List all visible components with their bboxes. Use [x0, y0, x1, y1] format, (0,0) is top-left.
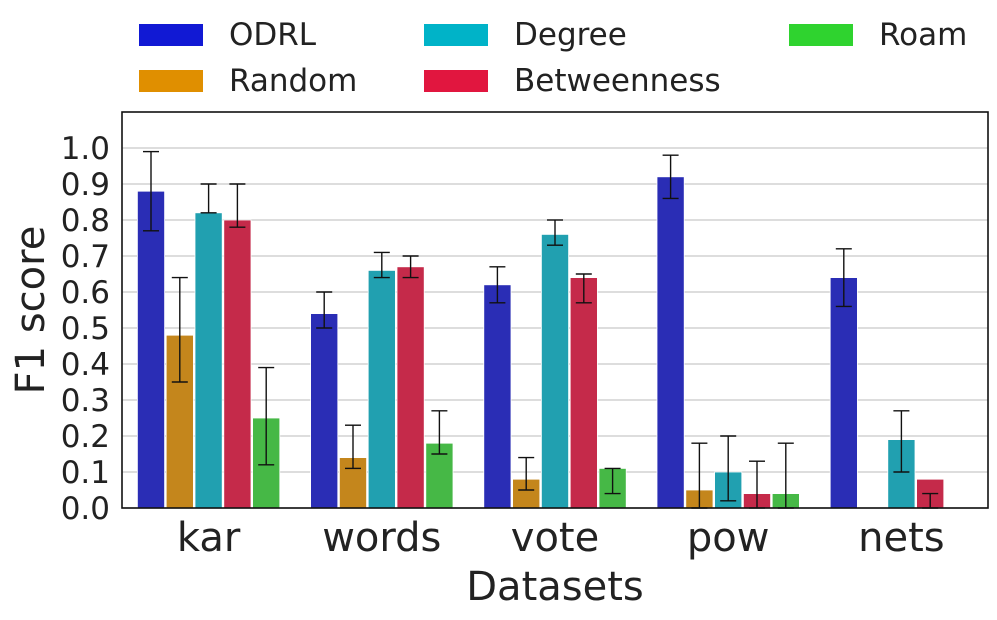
error-bar-random-vote: [518, 456, 535, 491]
bar-odrl-kar: [136, 190, 165, 509]
error-bar-betweenness-vote: [575, 273, 592, 304]
bar-odrl-nets: [829, 277, 858, 509]
bar-odrl-vote: [483, 284, 512, 509]
error-bar-degree-nets: [893, 410, 910, 473]
legend-item-degree: Degree: [424, 17, 627, 53]
error-bars-group: [143, 150, 939, 509]
bar-betweenness-vote: [569, 277, 598, 509]
legend-swatch: [424, 24, 488, 46]
legend-item-odrl: ODRL: [139, 17, 317, 53]
y-tick-label: 0.7: [61, 239, 110, 275]
bar-betweenness-kar: [223, 219, 252, 509]
error-bar-odrl-words: [316, 291, 333, 329]
legend-label: Random: [229, 63, 357, 99]
legend-item-roam: Roam: [789, 17, 967, 53]
error-bar-roam-vote: [604, 467, 621, 495]
legend-label: Roam: [879, 17, 967, 53]
y-tick-label: 0.5: [61, 311, 110, 347]
bar-degree-vote: [541, 233, 570, 509]
error-bar-random-words: [345, 424, 361, 470]
error-bar-odrl-kar: [143, 150, 159, 232]
x-axis-label: Datasets: [466, 564, 643, 610]
legend-swatch: [139, 70, 203, 92]
legend-item-betweenness: Betweenness: [424, 63, 721, 99]
legend-swatch: [789, 24, 853, 46]
legend: ODRL Degree Roam Random Betweenness: [139, 17, 967, 99]
y-tick-label: 0.6: [61, 275, 110, 311]
plot-frame: [121, 111, 989, 509]
error-bar-random-kar: [171, 276, 188, 383]
x-tick-label: pow: [687, 515, 770, 561]
y-axis-ticks: 0.00.10.20.30.40.50.60.70.80.91.0: [61, 131, 110, 527]
bar-degree-words: [367, 269, 396, 509]
x-tick-label: kar: [177, 515, 241, 561]
error-bar-betweenness-kar: [229, 183, 246, 228]
y-tick-label: 0.3: [61, 383, 110, 419]
y-tick-label: 0.9: [61, 167, 110, 203]
error-bar-degree-vote: [547, 219, 563, 246]
legend-swatch: [424, 70, 488, 92]
y-tick-label: 0.1: [61, 455, 110, 491]
x-tick-label: nets: [858, 515, 944, 561]
legend-label: ODRL: [229, 17, 317, 53]
error-bar-degree-pow: [720, 435, 737, 502]
x-tick-label: words: [322, 515, 441, 561]
legend-item-random: Random: [139, 63, 357, 99]
y-tick-label: 0.4: [61, 347, 110, 383]
error-bar-degree-words: [373, 251, 390, 279]
error-bar-odrl-nets: [835, 248, 852, 308]
error-bar-odrl-vote: [489, 266, 506, 304]
y-axis-label: F1 score: [8, 226, 54, 395]
y-tick-label: 0.8: [61, 203, 110, 239]
error-bar-betweenness-words: [402, 255, 419, 279]
bar-odrl-words: [310, 313, 339, 509]
y-tick-label: 0.2: [61, 419, 110, 455]
bar-betweenness-words: [396, 266, 425, 509]
y-tick-label: 1.0: [61, 131, 110, 167]
error-bar-odrl-pow: [662, 154, 679, 200]
legend-label: Degree: [514, 17, 627, 53]
x-tick-label: vote: [511, 515, 599, 561]
error-bar-degree-kar: [200, 183, 217, 214]
error-bar-roam-words: [431, 410, 448, 455]
bar-odrl-pow: [656, 176, 685, 509]
error-bar-roam-kar: [258, 366, 275, 466]
bar-degree-kar: [194, 212, 223, 509]
x-axis-ticks: kar words vote pow nets: [177, 515, 945, 561]
bars-group: [136, 176, 945, 509]
legend-label: Betweenness: [514, 63, 721, 99]
y-tick-label: 0.0: [61, 491, 110, 527]
legend-swatch: [139, 24, 203, 46]
